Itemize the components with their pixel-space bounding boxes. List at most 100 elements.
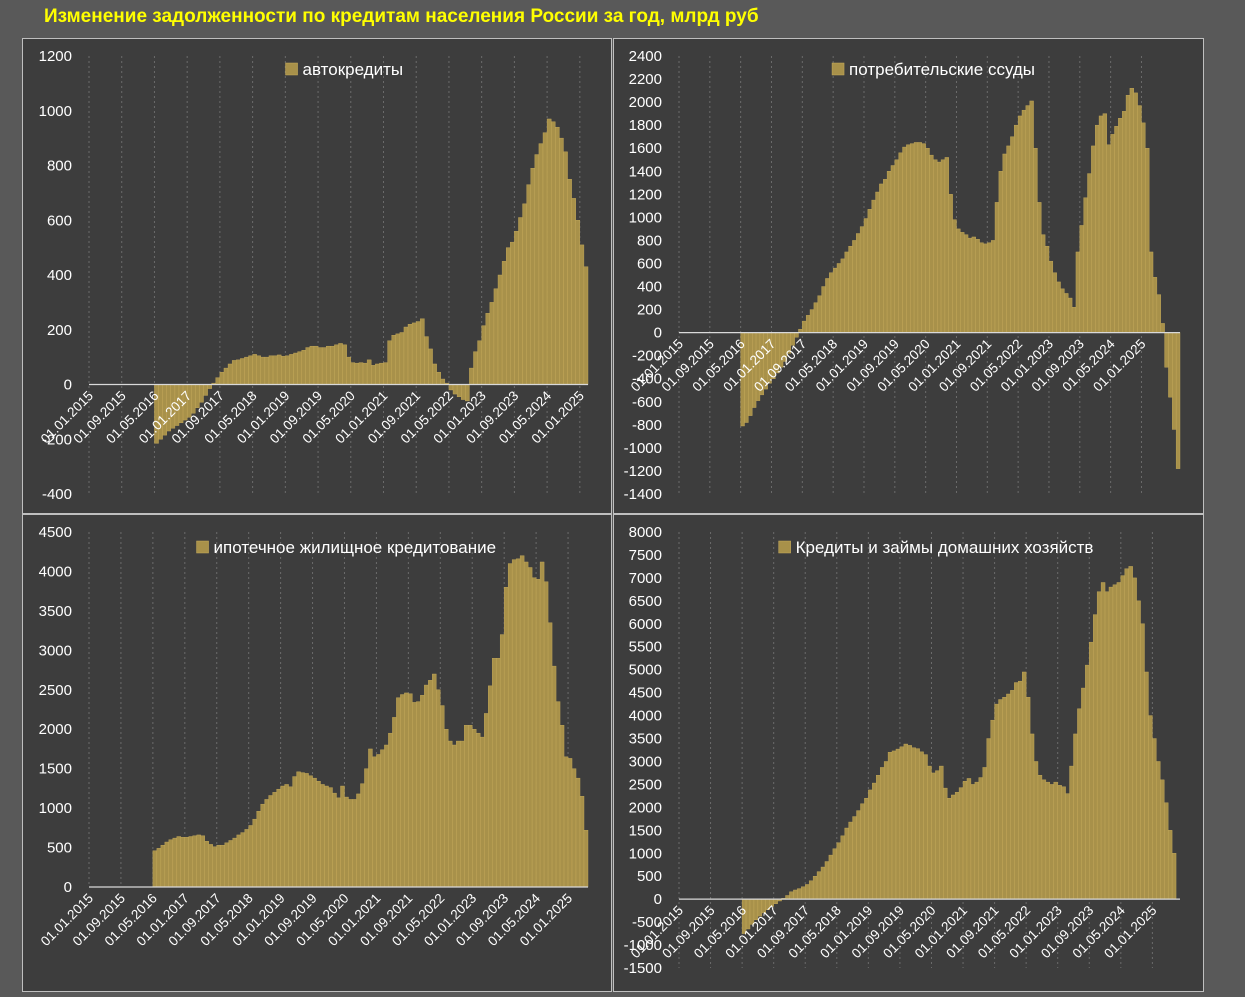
bar (1132, 577, 1137, 900)
bar (1152, 277, 1158, 333)
bar (288, 786, 293, 888)
bar (917, 142, 922, 333)
bar (867, 209, 872, 333)
bar (204, 841, 209, 888)
bar (1116, 582, 1122, 900)
chart-panel-auto-loans: -400 -200 0 200 400 600 800 1000 1200 01.01.2015 0… (22, 38, 612, 514)
y-tick-label: 1800 (629, 117, 662, 134)
bar (420, 695, 425, 888)
x-axis: 01.01.201501.09.201501.05.201601.01.2017… (628, 336, 1149, 395)
bar (793, 889, 798, 900)
bar (248, 825, 253, 888)
bar (227, 363, 233, 385)
bar (797, 888, 802, 900)
bar (305, 347, 311, 385)
bar (1160, 779, 1165, 900)
bar (971, 236, 976, 333)
bar-series (154, 118, 589, 444)
bar (473, 351, 478, 385)
bar (883, 761, 889, 900)
bar (1164, 332, 1169, 368)
legend-swatch (285, 62, 298, 76)
bar (1044, 245, 1050, 333)
bar (994, 703, 999, 900)
bar (821, 286, 826, 333)
bar (852, 816, 857, 900)
chart-panel-mortgage: 0 500 1000 1500 2000 2500 3000 3500 4000 4500 01.0… (22, 514, 612, 992)
bar (925, 148, 930, 333)
bar-series (740, 88, 1181, 469)
bar (440, 705, 445, 888)
bar (864, 797, 869, 900)
bar (907, 745, 912, 900)
bar (488, 685, 493, 888)
bar (252, 354, 257, 385)
chart-panel-consumer-loans: -1400 -1200 -1000 -800 -600 -400 -200 0 200 400 60… (613, 38, 1204, 514)
bar (960, 232, 965, 333)
bar (362, 362, 368, 385)
bar (403, 326, 409, 385)
chart-svg: -1500 -1000 -500 0 500 1000 1500 2000 2500 3000 35… (624, 524, 1180, 977)
bar (1175, 332, 1181, 469)
bar (1140, 623, 1145, 900)
bar (461, 384, 466, 400)
bar (979, 242, 984, 333)
bar (264, 356, 270, 385)
bar (412, 702, 417, 888)
bar (903, 743, 909, 900)
y-tick-label: 1000 (39, 103, 72, 120)
bar (372, 756, 377, 888)
bar (563, 151, 568, 385)
bar (518, 217, 523, 385)
bar (825, 278, 830, 333)
bar (199, 384, 204, 403)
y-tick-label: -400 (42, 486, 72, 503)
bar-series (741, 566, 1177, 934)
bar (436, 689, 441, 888)
bar (559, 137, 564, 385)
bar (840, 835, 845, 900)
bar (1002, 697, 1007, 900)
bar (384, 744, 389, 888)
bar (1118, 118, 1123, 333)
bar (416, 321, 421, 385)
page-title: Изменение задолженности по кредитам насе… (44, 6, 759, 27)
bar (801, 886, 806, 900)
y-tick-label: -200 (42, 431, 72, 448)
bar (1025, 697, 1031, 900)
bar (212, 846, 217, 888)
bar (392, 717, 397, 888)
bar (848, 821, 853, 900)
bar (1096, 591, 1102, 900)
bar (256, 355, 261, 385)
bar (1108, 586, 1114, 900)
bar (967, 237, 973, 333)
bar (963, 234, 969, 333)
bar (773, 898, 778, 904)
bar (180, 837, 186, 888)
bar (990, 719, 995, 900)
bar (396, 697, 401, 888)
bar (567, 178, 572, 385)
bar (1100, 582, 1106, 900)
bar (1102, 113, 1107, 333)
y-tick-label: 4000 (629, 708, 662, 725)
bar (399, 332, 405, 385)
bar (974, 781, 980, 900)
bar (872, 782, 877, 900)
bar (868, 789, 873, 900)
bar (1133, 92, 1138, 333)
bar (550, 121, 556, 385)
bar (1112, 584, 1118, 900)
y-tick-label: 500 (637, 868, 662, 885)
bar (236, 359, 241, 385)
bar (395, 333, 401, 385)
bar (998, 171, 1003, 333)
bar (523, 561, 529, 888)
bar (404, 692, 409, 888)
bar (260, 803, 265, 888)
bar (1095, 124, 1100, 333)
y-tick-label: 5000 (629, 662, 662, 679)
bar (1079, 225, 1084, 333)
y-tick-label: 1500 (39, 761, 72, 778)
